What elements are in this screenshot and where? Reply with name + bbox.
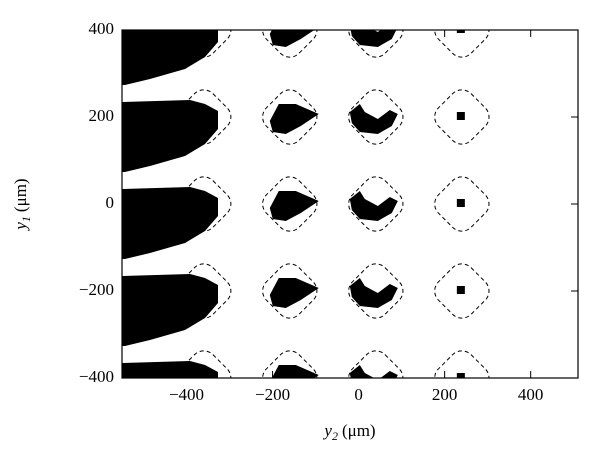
blob <box>456 112 465 120</box>
blob <box>456 286 465 294</box>
x-axis-label: y2 (μm) <box>322 421 375 443</box>
blob <box>349 104 398 134</box>
contour <box>262 350 318 378</box>
blob <box>269 278 319 308</box>
y-tick-label: −200 <box>79 280 114 299</box>
y-axis-label: y1 (μm) <box>11 178 33 231</box>
plot-area <box>122 30 490 378</box>
x-axis-unit: (μm) <box>342 421 376 440</box>
x-tick-label: 400 <box>518 385 544 404</box>
contour <box>262 89 318 145</box>
blob <box>350 30 397 47</box>
x-axis-symbol: y <box>322 421 332 440</box>
contour <box>434 263 490 319</box>
y-tick-label: 200 <box>89 106 115 125</box>
blob <box>349 191 398 221</box>
y-axis-unit: (μm) <box>11 178 30 212</box>
contour <box>176 176 232 232</box>
x-axis-subscript: 2 <box>332 429 338 443</box>
x-tick-label: 200 <box>432 385 458 404</box>
blob <box>349 365 398 378</box>
y-tick-label: 0 <box>106 193 115 212</box>
blob <box>456 199 465 207</box>
contour <box>262 30 318 58</box>
y-tick-label: −400 <box>79 367 114 386</box>
x-tick-label: −200 <box>255 385 290 404</box>
y-tick-label: 400 <box>89 19 115 38</box>
blob <box>456 373 465 378</box>
contour <box>176 30 232 58</box>
blob <box>271 365 319 378</box>
blob <box>122 30 218 85</box>
blob <box>122 100 218 172</box>
y-axis-symbol: y <box>11 222 30 232</box>
blob <box>349 278 398 308</box>
blob <box>122 361 218 378</box>
contour <box>176 89 232 145</box>
blob <box>122 274 218 346</box>
contour <box>348 30 404 58</box>
contour <box>434 89 490 145</box>
contour <box>434 176 490 232</box>
contour <box>434 350 490 378</box>
y-axis-subscript: 1 <box>19 216 33 222</box>
contour <box>348 350 404 378</box>
contour <box>176 263 232 319</box>
contour <box>348 89 404 145</box>
contour <box>262 263 318 319</box>
contour <box>176 350 232 378</box>
blob <box>269 30 315 47</box>
contour <box>262 176 318 232</box>
contour <box>348 176 404 232</box>
blob <box>122 187 218 259</box>
blob <box>269 104 319 134</box>
blob <box>456 30 465 33</box>
blob <box>269 191 319 221</box>
contour <box>348 263 404 319</box>
contour <box>434 30 490 58</box>
x-tick-label: −400 <box>169 385 204 404</box>
x-tick-label: 0 <box>354 385 363 404</box>
